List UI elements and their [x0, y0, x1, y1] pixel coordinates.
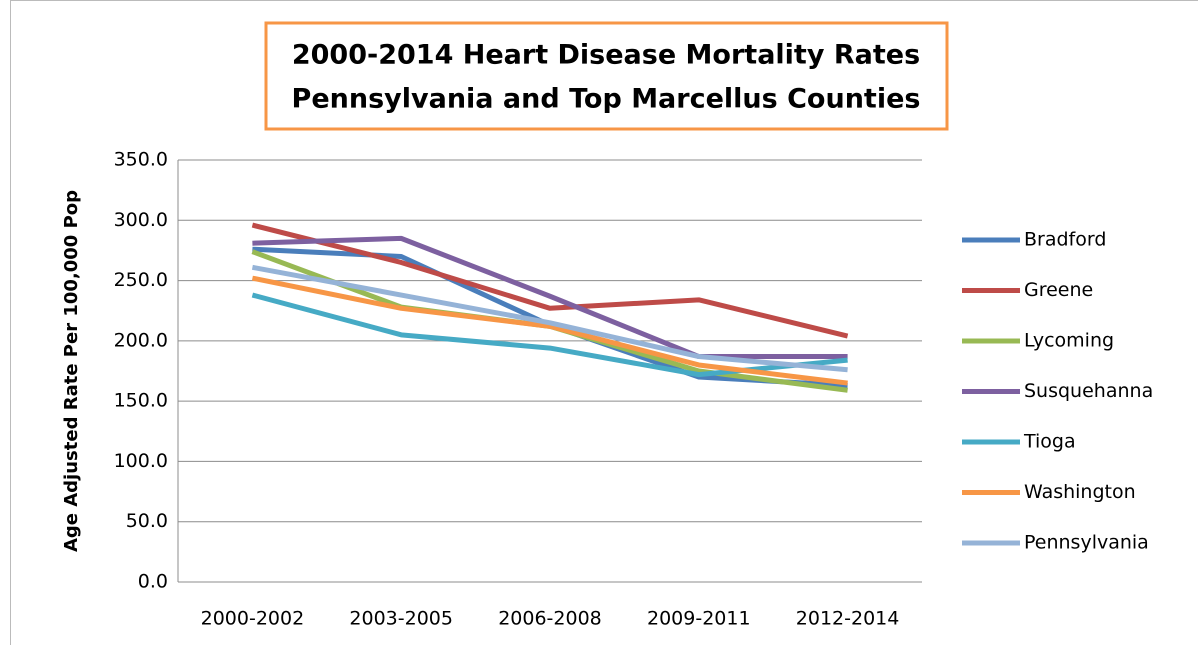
x-tick-label: 2012-2014 [796, 608, 900, 630]
line [251, 222, 849, 339]
y-tick-label: 350.0 [114, 149, 168, 171]
legend-label: Lycoming [1024, 330, 1114, 352]
legend-label: Susquehanna [1024, 380, 1153, 402]
y-tick-label: 250.0 [114, 269, 168, 291]
y-tick-label: 0.0 [138, 571, 168, 593]
legend-label: Greene [1024, 279, 1093, 301]
y-tick-label: 50.0 [126, 510, 168, 532]
y-axis-title: Age Adjusted Rate Per 100,000 Pop [61, 190, 82, 552]
title-box [264, 21, 949, 131]
line [251, 275, 848, 386]
x-tick-label: 2000-2002 [201, 608, 305, 630]
y-tick-label: 300.0 [114, 209, 168, 231]
x-tick-label: 2006-2008 [498, 608, 602, 630]
chart-title: 2000-2014 Heart Disease Mortality Rates [292, 40, 920, 71]
legend-label: Pennsylvania [1024, 532, 1149, 554]
legend-label: Washington [1024, 481, 1136, 503]
line [252, 235, 848, 360]
x-tick-label: 2009-2011 [647, 608, 751, 630]
line [251, 264, 848, 373]
legend-label: Bradford [1024, 229, 1106, 251]
y-tick-label: 100.0 [114, 450, 168, 472]
legend-label: Tioga [1023, 431, 1076, 453]
y-tick-label: 200.0 [114, 329, 168, 351]
chart-title: Pennsylvania and Top Marcellus Counties [292, 84, 921, 115]
x-tick-label: 2003-2005 [349, 608, 453, 630]
y-tick-label: 150.0 [114, 390, 168, 412]
